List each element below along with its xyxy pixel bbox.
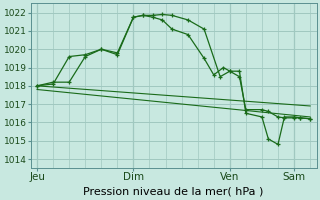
X-axis label: Pression niveau de la mer( hPa ): Pression niveau de la mer( hPa ) [84,187,264,197]
